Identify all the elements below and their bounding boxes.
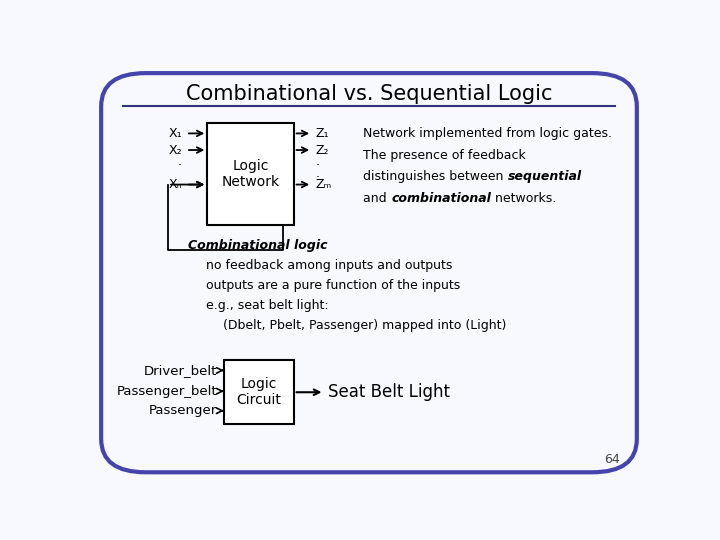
Text: Z₁: Z₁ (316, 127, 330, 140)
Text: and: and (364, 192, 391, 205)
Text: sequential: sequential (508, 170, 582, 183)
Text: ·: · (316, 159, 320, 172)
Text: Logic
Network: Logic Network (221, 159, 279, 189)
Text: outputs are a pure function of the inputs: outputs are a pure function of the input… (205, 279, 460, 292)
Text: networks.: networks. (491, 192, 556, 205)
Text: Network implemented from logic gates.: Network implemented from logic gates. (364, 127, 613, 140)
Text: Zₘ: Zₘ (316, 178, 332, 191)
FancyBboxPatch shape (207, 123, 294, 225)
Text: Combinational logic: Combinational logic (188, 239, 327, 252)
Text: X₂: X₂ (168, 144, 182, 157)
Text: Passenger: Passenger (149, 404, 217, 417)
Text: X₁: X₁ (168, 127, 182, 140)
Text: Xₙ: Xₙ (168, 178, 182, 191)
Text: ·: · (178, 159, 182, 172)
Text: ·: · (316, 171, 320, 184)
Text: combinational: combinational (391, 192, 491, 205)
Text: Logic
Circuit: Logic Circuit (236, 377, 282, 407)
FancyBboxPatch shape (224, 360, 294, 424)
Text: Z₂: Z₂ (316, 144, 330, 157)
FancyBboxPatch shape (101, 73, 637, 472)
Text: 64: 64 (604, 453, 620, 466)
Text: Seat Belt Light: Seat Belt Light (328, 383, 450, 401)
Text: Passenger_belt: Passenger_belt (117, 384, 217, 397)
Text: no feedback among inputs and outputs: no feedback among inputs and outputs (205, 259, 452, 272)
Text: The presence of feedback: The presence of feedback (364, 148, 526, 161)
Text: e.g., seat belt light:: e.g., seat belt light: (205, 299, 328, 312)
Text: Driver_belt: Driver_belt (144, 364, 217, 377)
Text: distinguishes between: distinguishes between (364, 170, 508, 183)
Text: (Dbelt, Pbelt, Passenger) mapped into (Light): (Dbelt, Pbelt, Passenger) mapped into (L… (223, 319, 507, 332)
Text: Combinational vs. Sequential Logic: Combinational vs. Sequential Logic (186, 84, 552, 104)
